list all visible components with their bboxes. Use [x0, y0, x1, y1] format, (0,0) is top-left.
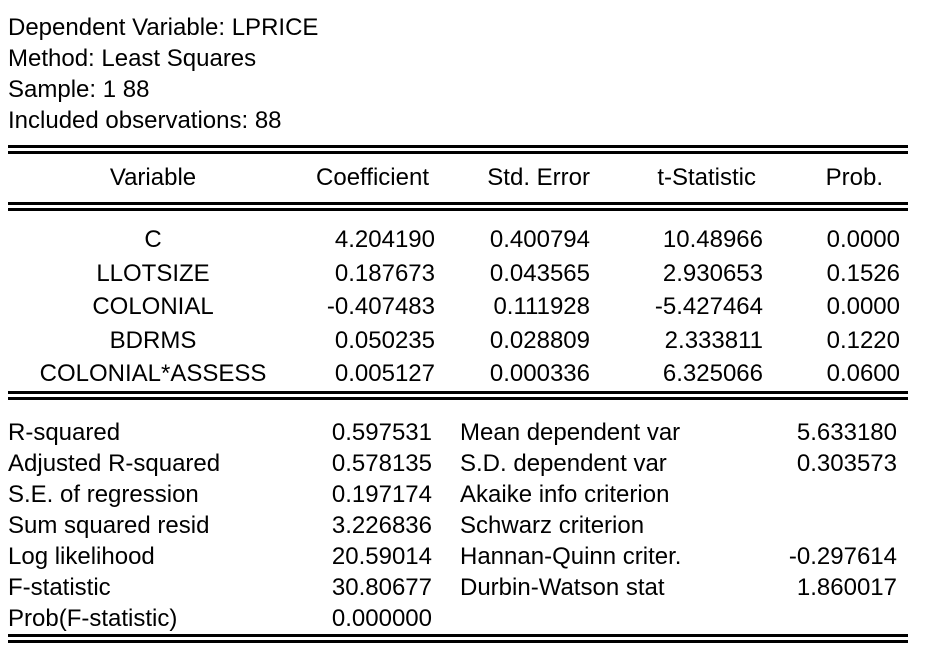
column-header-prob: Prob. — [825, 164, 883, 191]
summary-row: R-squared 0.597531 Mean dependent var 5.… — [8, 417, 908, 448]
variable-name: COLONIAL — [92, 293, 214, 320]
coefficient-rows: C 4.204190 0.400794 10.48966 0.0000 LLOT… — [8, 211, 908, 391]
dependent-variable-line: Dependent Variable: LPRICE — [8, 14, 319, 41]
stat-label: Durbin-Watson stat — [460, 573, 665, 601]
stat-value — [720, 603, 897, 634]
coefficient-value: 0.005127 — [334, 360, 435, 387]
summary-statistics: R-squared 0.597531 Mean dependent var 5.… — [8, 400, 908, 634]
method-line: Method: Least Squares — [8, 45, 257, 72]
divider-top — [8, 145, 908, 154]
column-gap — [432, 603, 460, 634]
column-gap — [432, 541, 460, 572]
divider-bottom — [8, 633, 908, 643]
t-statistic-value: 2.333811 — [664, 326, 763, 354]
column-gap — [432, 479, 460, 510]
stat-label: R-squared — [8, 418, 121, 446]
summary-row: S.E. of regression 0.197174 Akaike info … — [8, 479, 908, 510]
t-statistic-value: -5.427464 — [654, 293, 763, 320]
std-error-value: 0.043565 — [489, 259, 590, 287]
eviews-regression-output: Dependent Variable: LPRICE Method: Least… — [8, 12, 939, 643]
stat-label: S.D. dependent var — [460, 449, 667, 477]
stat-label: Prob(F-statistic) — [8, 604, 178, 632]
coefficient-value: 0.050235 — [334, 326, 435, 354]
t-statistic-value: 2.930653 — [662, 259, 763, 287]
stat-value: 0.000000 — [331, 604, 432, 632]
column-gap — [432, 510, 460, 541]
summary-row: Prob(F-statistic) 0.000000 — [8, 603, 908, 634]
sample-line: Sample: 1 88 — [8, 76, 150, 103]
prob-value: 0.1526 — [826, 259, 900, 287]
stat-value: 0.197174 — [331, 480, 432, 508]
stat-value: 3.226836 — [331, 511, 432, 539]
stat-label: Log likelihood — [8, 542, 155, 570]
column-header-variable: Variable — [109, 164, 197, 191]
column-gap — [432, 572, 460, 603]
stat-value: 0.597531 — [331, 418, 432, 446]
stat-value: 1.860017 — [796, 573, 897, 601]
prob-value: 0.1220 — [826, 326, 900, 354]
stat-value: 5.633180 — [796, 418, 897, 446]
coefficient-value: -0.407483 — [326, 293, 435, 320]
stat-value — [720, 510, 897, 541]
regression-table: Variable Coefficient Std. Error t-Statis… — [8, 145, 908, 643]
variable-name: COLONIAL*ASSESS — [39, 360, 267, 387]
estimation-info: Dependent Variable: LPRICE Method: Least… — [8, 12, 939, 136]
stat-label: Adjusted R-squared — [8, 449, 221, 477]
stat-value: 20.59014 — [331, 542, 432, 570]
std-error-value: 0.111928 — [493, 293, 590, 320]
prob-value: 0.0000 — [826, 226, 900, 253]
coefficient-value: 0.187673 — [334, 259, 435, 287]
stat-label: Sum squared resid — [8, 511, 210, 539]
std-error-value: 0.000336 — [489, 360, 590, 387]
column-header-coefficient: Coefficient — [316, 164, 429, 191]
stat-value: 0.303573 — [796, 449, 897, 477]
coefficient-value: 4.204190 — [334, 226, 435, 253]
stat-value: 0.578135 — [331, 449, 432, 477]
stat-value: -0.297614 — [788, 542, 897, 570]
column-gap — [432, 448, 460, 479]
column-header-std-error: Std. Error — [487, 164, 590, 191]
summary-row: Sum squared resid 3.226836 Schwarz crite… — [8, 510, 908, 541]
stat-label: F-statistic — [8, 573, 111, 601]
t-statistic-value: 6.325066 — [662, 360, 763, 387]
variable-name: C — [144, 226, 162, 253]
variable-name: LLOTSIZE — [96, 259, 210, 287]
coef-row: C 4.204190 0.400794 10.48966 0.0000 — [8, 223, 908, 257]
stat-value: 30.80677 — [331, 573, 432, 601]
stat-label: Mean dependent var — [460, 418, 681, 446]
summary-row: F-statistic 30.80677 Durbin-Watson stat … — [8, 572, 908, 603]
column-header-t-statistic: t-Statistic — [657, 164, 756, 191]
stat-label: Schwarz criterion — [460, 511, 645, 539]
coef-row: BDRMS 0.050235 0.028809 2.333811 0.1220 — [8, 324, 908, 358]
stat-label: S.E. of regression — [8, 480, 199, 508]
t-statistic-value: 10.48966 — [662, 226, 763, 253]
stat-label — [460, 603, 720, 634]
std-error-value: 0.028809 — [489, 326, 590, 354]
summary-row: Log likelihood 20.59014 Hannan-Quinn cri… — [8, 541, 908, 572]
prob-value: 0.0000 — [826, 293, 900, 320]
std-error-value: 0.400794 — [489, 226, 590, 253]
column-gap — [432, 417, 460, 448]
divider-under-header — [8, 202, 908, 211]
coef-header-row: Variable Coefficient Std. Error t-Statis… — [8, 154, 908, 202]
stat-label: Hannan-Quinn criter. — [460, 542, 682, 570]
stat-value — [720, 479, 897, 510]
summary-row: Adjusted R-squared 0.578135 S.D. depende… — [8, 448, 908, 479]
coef-row: LLOTSIZE 0.187673 0.043565 2.930653 0.15… — [8, 257, 908, 291]
observations-line: Included observations: 88 — [8, 107, 282, 134]
coef-row: COLONIAL*ASSESS 0.005127 0.000336 6.3250… — [8, 357, 908, 391]
variable-name: BDRMS — [109, 326, 197, 354]
divider-mid — [8, 390, 908, 400]
coef-row: COLONIAL -0.407483 0.111928 -5.427464 0.… — [8, 290, 908, 324]
prob-value: 0.0600 — [826, 360, 900, 387]
stat-label: Akaike info criterion — [460, 480, 670, 508]
